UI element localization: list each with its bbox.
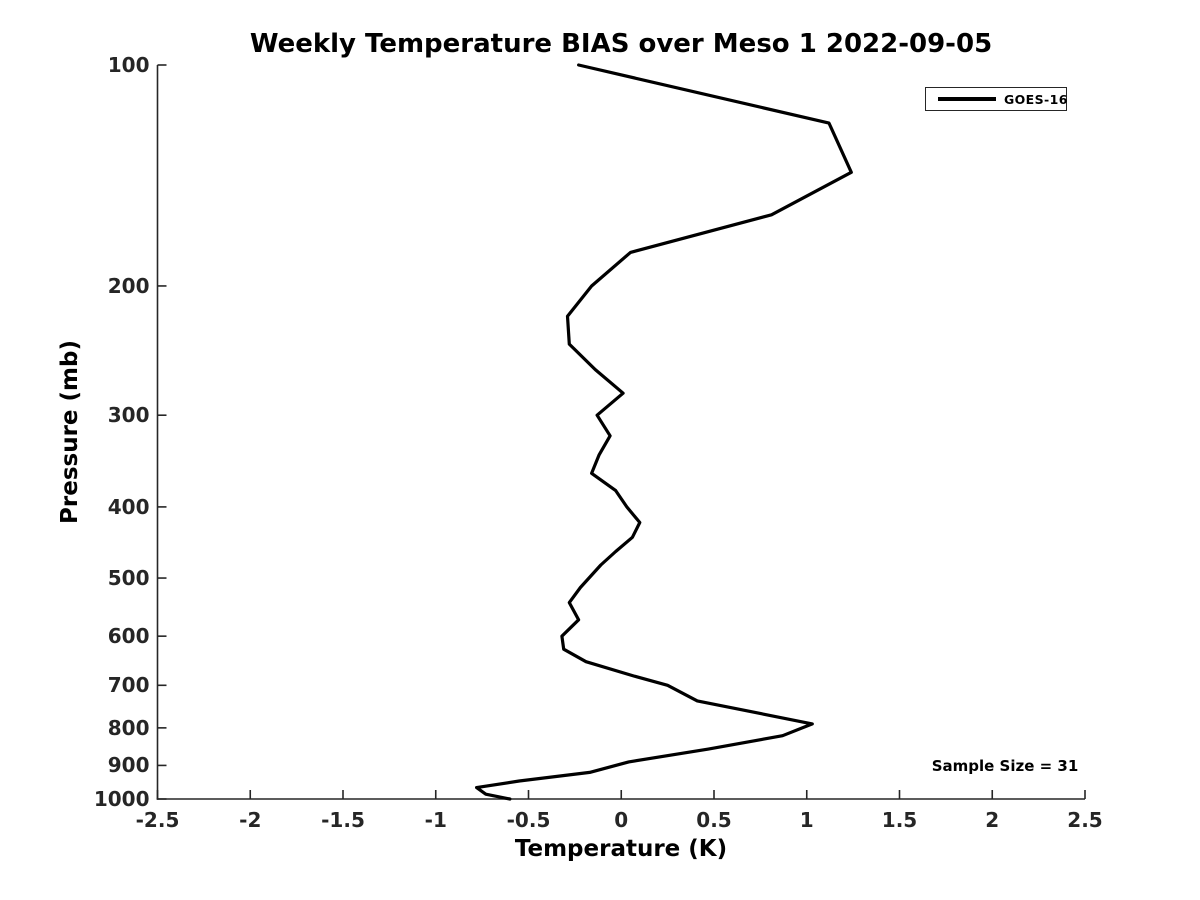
- x-tick-label: -0.5: [506, 808, 551, 832]
- x-axis-label: Temperature (K): [514, 836, 728, 862]
- legend-entry-label: GOES-16: [1004, 91, 1068, 107]
- x-tick-label: 1: [799, 808, 814, 832]
- x-tick-label: -2: [239, 808, 262, 832]
- x-tick-label: -2.5: [135, 808, 180, 832]
- y-tick-label: 500: [107, 566, 150, 591]
- y-tick-label: 1000: [93, 787, 150, 811]
- chart-title: Weekly Temperature BIAS over Meso 1 2022…: [249, 29, 993, 59]
- x-tick-label: 0: [614, 808, 629, 832]
- goes-16-bias-line: [475, 63, 853, 801]
- legend: GOES-16: [925, 87, 1067, 111]
- y-tick-label: 600: [107, 624, 150, 649]
- y-tick-label: 900: [107, 753, 150, 778]
- y-tick-label: 300: [107, 403, 150, 428]
- x-tick-label: 2.5: [1067, 808, 1103, 832]
- y-tick-label: 100: [107, 53, 150, 77]
- x-tick-label: 2: [985, 808, 1000, 832]
- sample-size-label: Sample Size = 31: [931, 757, 1079, 775]
- y-tick-label: 400: [107, 494, 150, 519]
- y-tick-label: 200: [107, 273, 150, 298]
- x-tick-label: -1.5: [321, 808, 365, 832]
- x-tick-label: 0.5: [696, 808, 732, 832]
- y-tick-label: 700: [107, 673, 150, 698]
- x-tick-label: 1.5: [881, 808, 918, 832]
- legend-line-sample-icon: [938, 97, 996, 101]
- x-tick-label: -1: [424, 808, 447, 832]
- y-tick-label: 800: [107, 715, 150, 740]
